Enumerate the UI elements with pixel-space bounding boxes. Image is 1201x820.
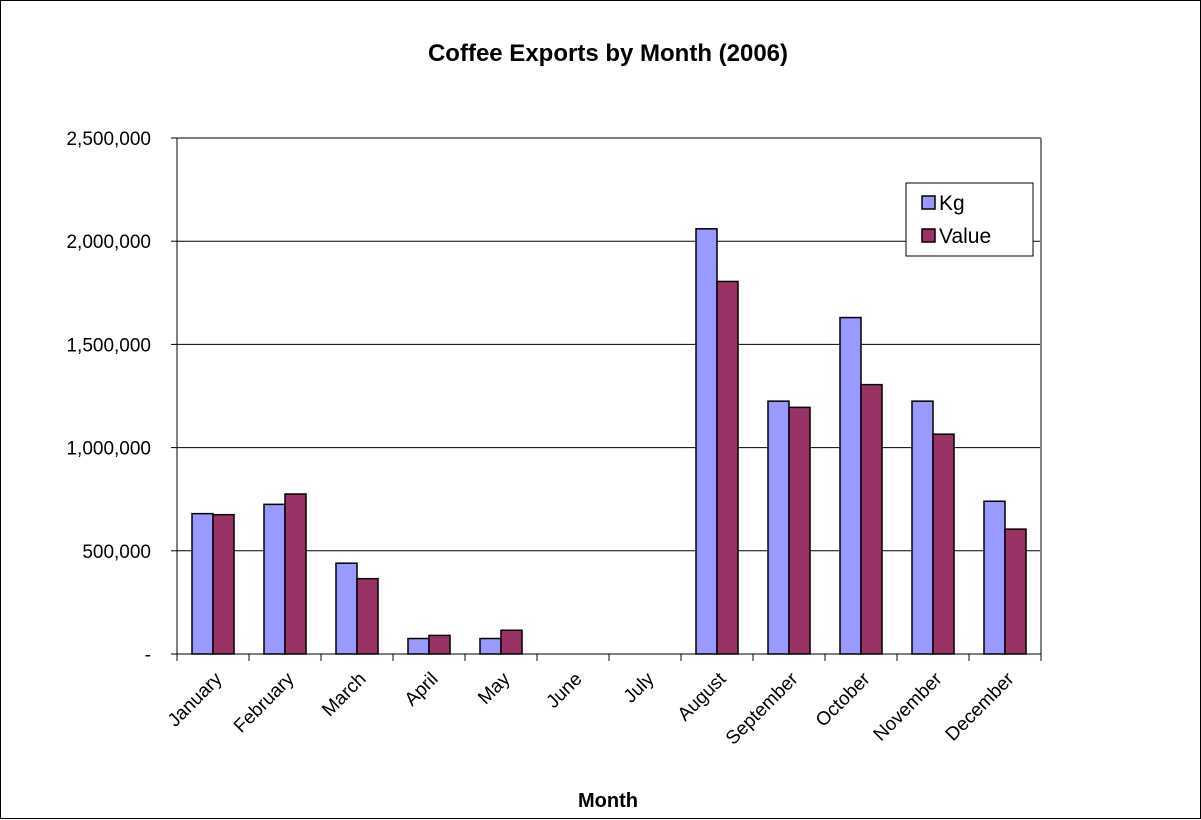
y-tick-label: 2,000,000 xyxy=(66,232,151,253)
x-tick-label: November xyxy=(870,668,947,745)
plot-background xyxy=(177,138,1041,654)
bar-value xyxy=(212,513,235,655)
x-tick-label: September xyxy=(722,668,803,749)
x-tick-label: July xyxy=(620,668,659,707)
bar-kg xyxy=(767,400,790,655)
bar-kg xyxy=(911,400,934,655)
plot-area: - 500,000 1,000,000 1,500,000 2,000,000 2,500… xyxy=(66,129,1042,749)
y-tick-label: 1,000,000 xyxy=(66,439,151,460)
bar-kg xyxy=(191,512,214,655)
bar-kg xyxy=(839,316,862,655)
bar-value xyxy=(788,406,811,655)
x-tick-label: March xyxy=(318,669,370,721)
bar-value xyxy=(500,629,523,655)
x-tick-label: August xyxy=(674,668,731,725)
bar-kg xyxy=(983,500,1006,655)
x-tick-label: October xyxy=(812,668,875,731)
legend-swatch-value xyxy=(921,228,936,243)
bar-kg xyxy=(407,637,430,655)
legend-label-value: Value xyxy=(939,225,991,248)
bar-value xyxy=(1004,528,1027,655)
bar-kg xyxy=(335,562,358,655)
y-tick-label: 1,500,000 xyxy=(66,335,151,356)
bar-value xyxy=(860,383,883,655)
bar-kg xyxy=(263,503,286,655)
chart-title: Coffee Exports by Month (2006) xyxy=(428,40,788,67)
bar-value xyxy=(932,433,955,655)
bar-value xyxy=(716,280,739,655)
x-tick-label: January xyxy=(164,668,227,731)
bar-value xyxy=(356,577,379,655)
legend-swatch-kg xyxy=(921,195,936,210)
y-tick-label: 500,000 xyxy=(82,542,151,563)
x-tick-label: May xyxy=(474,668,515,709)
x-tick-label: June xyxy=(543,669,587,713)
bar-kg xyxy=(695,228,718,655)
x-tick-label: February xyxy=(230,668,299,737)
bar-value xyxy=(284,493,307,655)
y-tick-label: - xyxy=(145,645,151,666)
legend-box xyxy=(905,182,1034,257)
bar-value xyxy=(428,634,451,655)
x-tick-label: December xyxy=(942,668,1019,745)
x-tick-label: April xyxy=(401,669,443,711)
y-tick-label: 2,500,000 xyxy=(66,129,151,150)
legend-label-kg: Kg xyxy=(939,192,965,215)
bar-kg xyxy=(479,637,502,655)
x-axis-title: Month xyxy=(578,790,638,812)
